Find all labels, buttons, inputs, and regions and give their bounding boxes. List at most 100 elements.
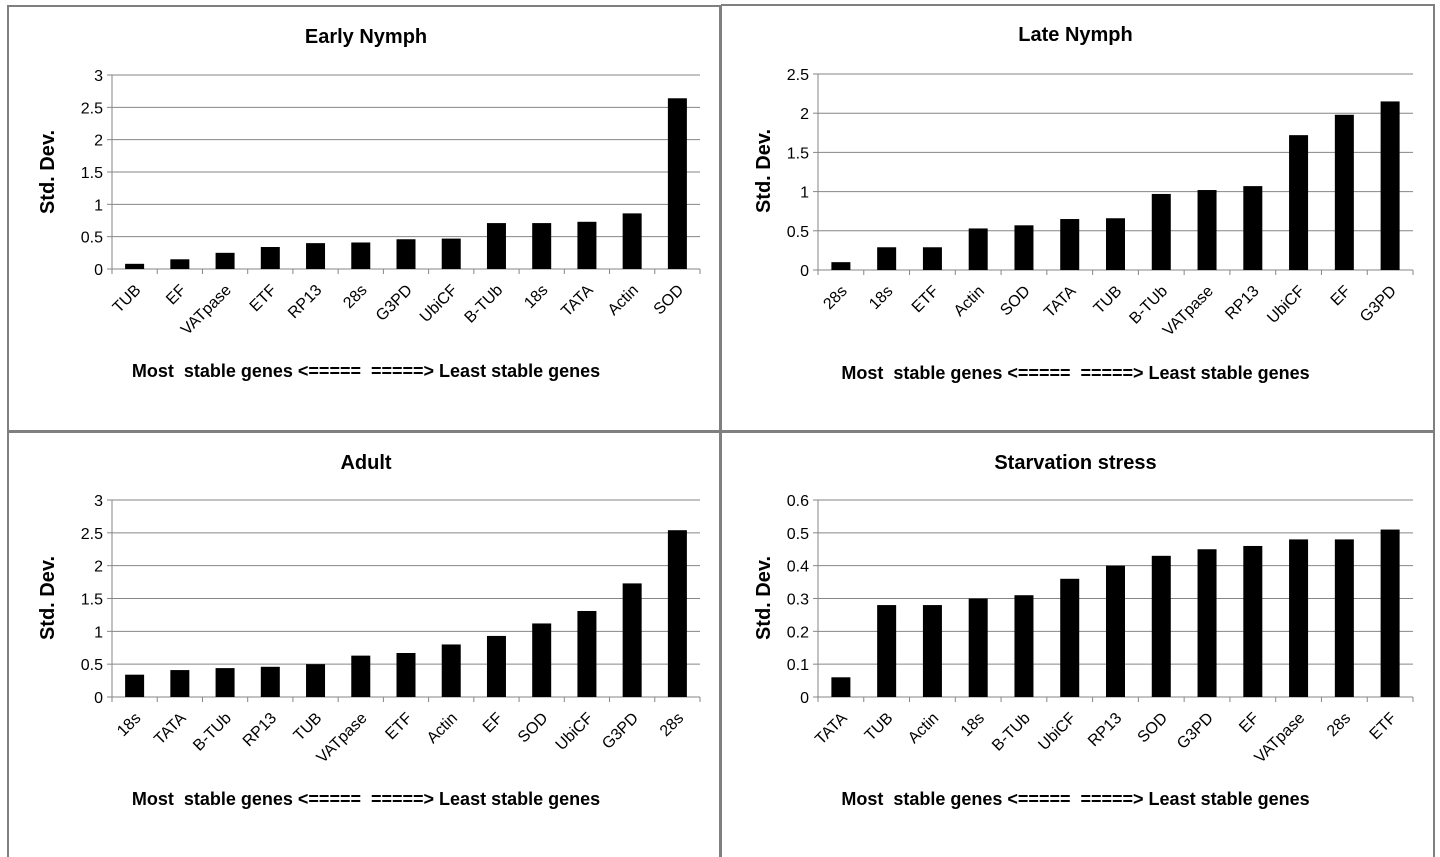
bar (831, 677, 851, 697)
category-label: VATpase (1252, 710, 1309, 767)
bar (351, 242, 371, 269)
y-tick-label: 1 (94, 624, 103, 641)
category-label: EF (163, 282, 190, 309)
bar (396, 653, 416, 697)
bar (532, 223, 552, 269)
category-label: B-TUb (190, 710, 235, 755)
category-label: ETF (247, 282, 281, 316)
bar (877, 605, 897, 697)
chart-title: Adult (340, 452, 391, 474)
category-label: B-TUb (462, 282, 507, 327)
y-axis-label: Std. Dev. (37, 130, 59, 214)
y-tick-label: 2.5 (81, 526, 103, 543)
y-tick-label: 1 (94, 197, 103, 214)
category-label: TATA (151, 710, 190, 749)
bar (215, 668, 235, 697)
category-label: TUB (862, 710, 897, 745)
x-axis-label: Most stable genes <===== =====> Least st… (132, 361, 600, 381)
bar (441, 644, 461, 697)
bar (1106, 565, 1125, 697)
bar (1289, 135, 1309, 270)
category-label: EF (480, 710, 507, 737)
category-label: 18s (521, 282, 551, 312)
y-tick-label: 0 (94, 262, 103, 279)
bar (125, 263, 145, 269)
bar (215, 252, 235, 269)
bar (968, 228, 988, 270)
category-label: EF (1236, 710, 1263, 737)
chart-svg: Adult 0 0.5 1 1.5 2 2.5 3 18s TATA B-TUb RP13 TUBVAT… (37, 452, 701, 809)
y-tick-label: 3 (94, 493, 103, 510)
category-label: 28s (820, 283, 850, 313)
bar (968, 598, 988, 697)
bar (170, 259, 190, 269)
category-label: RP13 (1222, 283, 1262, 323)
y-tick-label: 0 (800, 690, 809, 707)
y-tick-label: 0 (800, 263, 809, 280)
category-label: 28s (340, 282, 370, 312)
bar (1197, 549, 1217, 697)
bar (170, 670, 190, 697)
category-label: Actin (905, 710, 942, 747)
y-tick-label: 3 (94, 68, 103, 85)
bar (125, 674, 145, 697)
panel-early-nymph: Early Nymph 0 0.5 1 1.5 2 2.5 3 TUB EF VATpase ETF R… (7, 5, 721, 432)
y-tick-label: 0.4 (787, 559, 809, 576)
y-tick-label: 0.3 (787, 592, 809, 609)
y-tick-label: 0.1 (787, 657, 809, 674)
category-label: TUB (1091, 283, 1126, 318)
category-label: B-TUb (989, 710, 1034, 755)
category-label: UbiCF (1264, 283, 1308, 327)
category-label: VATpase (178, 282, 235, 339)
chart-title: Early Nymph (305, 26, 427, 48)
y-tick-label: 1.5 (787, 145, 809, 162)
category-label: ETF (909, 283, 943, 317)
category-label: SOD (515, 710, 552, 747)
bar (922, 247, 942, 270)
y-tick-label: 0.5 (787, 526, 809, 543)
category-label: G3PD (373, 282, 416, 325)
category-label: UbiCF (1035, 710, 1079, 754)
category-label: Actin (951, 283, 988, 320)
bar (667, 98, 687, 269)
bar (532, 623, 552, 697)
category-label: Actin (605, 282, 642, 319)
bar (351, 655, 371, 697)
category-label: 18s (958, 710, 988, 740)
category-label: RP13 (285, 282, 325, 322)
bar (441, 238, 461, 269)
bar (1106, 218, 1125, 270)
y-tick-label: 1.5 (81, 592, 103, 609)
category-label: G3PD (1174, 710, 1217, 753)
bar (1334, 114, 1354, 270)
category-label: EF (1328, 283, 1355, 310)
category-label: UbiCF (553, 710, 597, 754)
category-label: ETF (382, 710, 416, 744)
bar (622, 583, 642, 697)
bar (1334, 539, 1354, 697)
category-label: 28s (657, 710, 687, 740)
bar (577, 221, 597, 269)
bar (1060, 219, 1080, 270)
category-label: 18s (114, 710, 144, 740)
bar (396, 239, 416, 269)
x-axis-label: Most stable genes <===== =====> Least st… (132, 789, 600, 809)
x-axis-label: Most stable genes <===== =====> Least st… (841, 363, 1309, 383)
bar (622, 213, 642, 269)
category-label: TATA (1041, 283, 1080, 322)
bar (1243, 186, 1263, 270)
y-tick-label: 2 (800, 106, 809, 123)
y-tick-label: 0.2 (787, 624, 809, 641)
y-tick-label: 1.5 (81, 165, 103, 182)
bar (1014, 595, 1034, 697)
category-label: RP13 (1085, 710, 1125, 750)
bar (667, 530, 687, 697)
y-tick-label: 1 (800, 185, 809, 202)
bar (306, 664, 326, 697)
y-tick-label: 2 (94, 559, 103, 576)
category-label: 28s (1324, 710, 1354, 740)
bar (1289, 539, 1309, 697)
y-tick-label: 0.5 (81, 230, 103, 247)
